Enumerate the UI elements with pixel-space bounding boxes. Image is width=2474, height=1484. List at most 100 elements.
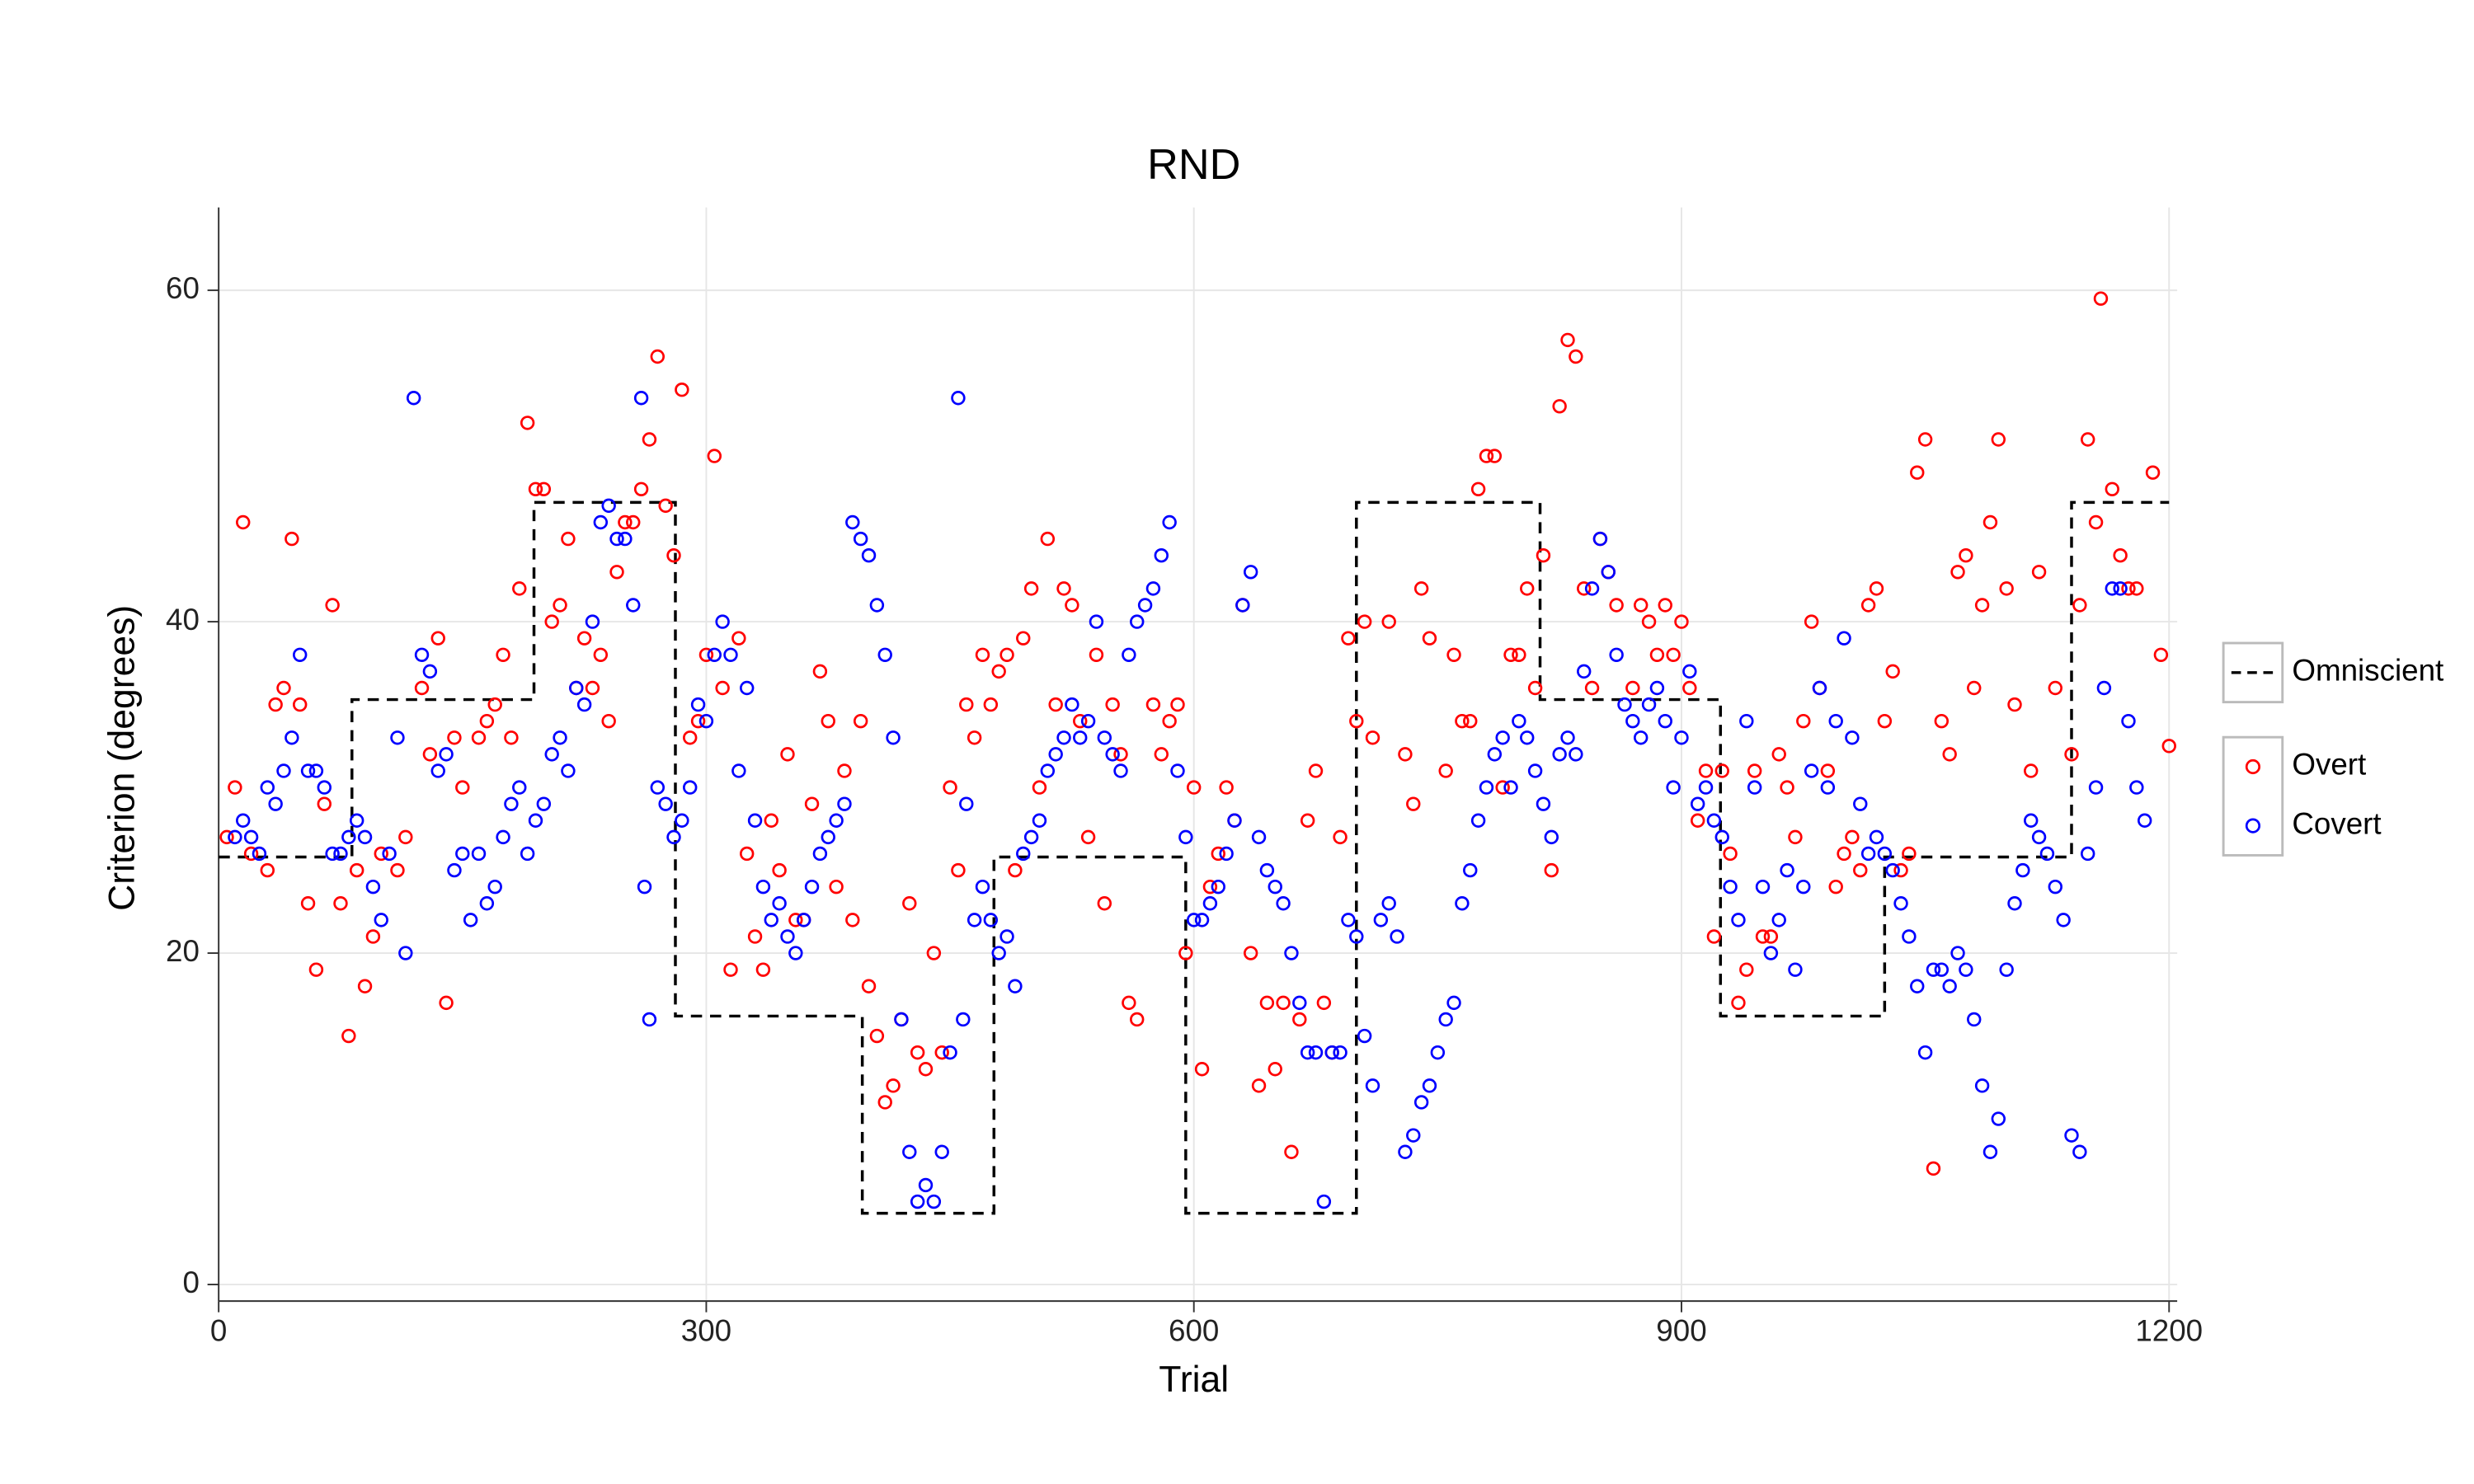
point	[1016, 631, 1031, 646]
point	[576, 697, 592, 712]
point	[780, 747, 795, 762]
point	[2072, 1144, 2087, 1159]
point	[1097, 896, 1112, 911]
point	[2105, 581, 2119, 596]
point	[317, 780, 332, 795]
point	[528, 481, 543, 497]
point	[1999, 962, 2014, 977]
point	[739, 846, 755, 862]
point	[1413, 581, 1429, 596]
point	[504, 796, 519, 811]
point	[1739, 962, 1754, 977]
point	[918, 1177, 934, 1193]
point	[1008, 862, 1023, 878]
point	[447, 862, 462, 878]
point	[1869, 829, 1884, 845]
point	[1910, 979, 1925, 993]
point	[1479, 448, 1494, 463]
point	[747, 813, 763, 828]
point	[406, 391, 421, 406]
point	[967, 730, 982, 745]
point	[1569, 747, 1583, 762]
point	[447, 730, 462, 745]
point	[1023, 581, 1039, 596]
x-tick-label: 0	[210, 1314, 227, 1348]
point	[1991, 432, 2006, 447]
point	[1845, 730, 1860, 745]
point	[1974, 598, 1990, 613]
point	[1617, 697, 1632, 712]
point	[1446, 647, 1461, 662]
point	[1950, 565, 1965, 580]
point	[1788, 962, 1803, 977]
point	[1381, 896, 1396, 911]
point	[1641, 614, 1657, 629]
point	[1113, 747, 1128, 762]
point	[1577, 664, 1592, 679]
point	[731, 631, 746, 646]
point	[382, 846, 397, 862]
point	[1479, 780, 1494, 795]
point	[1959, 962, 1973, 977]
point	[1706, 929, 1722, 944]
point	[1349, 929, 1364, 944]
point	[764, 813, 778, 828]
point	[1845, 829, 1860, 845]
point	[2080, 432, 2095, 447]
point	[300, 763, 316, 778]
point	[1162, 514, 1177, 530]
point	[1910, 465, 1925, 480]
point	[1235, 598, 1250, 613]
point	[772, 896, 787, 911]
point	[1682, 664, 1697, 679]
y-tick-label: 0	[182, 1266, 199, 1299]
point	[1080, 829, 1096, 845]
x-tick-label: 1200	[2135, 1314, 2203, 1348]
point	[341, 1028, 356, 1044]
point	[487, 879, 502, 895]
point	[772, 862, 787, 878]
point	[886, 1078, 901, 1093]
point	[666, 547, 681, 563]
point	[1178, 946, 1193, 960]
point	[2096, 680, 2112, 696]
point	[1016, 846, 1031, 862]
point	[1170, 763, 1185, 778]
point	[374, 913, 388, 928]
point	[886, 730, 901, 745]
point	[2121, 713, 2136, 729]
point	[853, 531, 868, 547]
point	[252, 846, 267, 862]
point	[471, 730, 487, 745]
point	[902, 1144, 917, 1159]
point	[837, 763, 852, 778]
point	[1723, 846, 1738, 862]
legend-label: Omniscient	[2292, 654, 2443, 688]
point	[1202, 896, 1218, 911]
point	[2064, 1128, 2079, 1143]
point	[1308, 1045, 1324, 1060]
point	[1398, 747, 1413, 762]
point	[1780, 780, 1794, 795]
point	[536, 481, 552, 497]
point	[1202, 879, 1218, 895]
legend-key	[2245, 758, 2261, 775]
point	[837, 796, 852, 811]
point	[609, 531, 624, 547]
point	[642, 432, 657, 447]
x-tick-label: 600	[1169, 1314, 1219, 1348]
point	[1122, 995, 1136, 1011]
point	[325, 598, 340, 613]
point	[1373, 913, 1389, 928]
point	[967, 913, 982, 928]
y-axis-label: Criterion (degrees)	[102, 605, 143, 911]
point	[1999, 581, 2014, 596]
point	[1357, 1028, 1372, 1044]
point	[2039, 846, 2055, 862]
point	[390, 862, 405, 878]
point	[349, 862, 365, 878]
point	[260, 862, 275, 878]
point	[1065, 697, 1079, 712]
point	[422, 664, 438, 679]
point	[333, 846, 348, 862]
